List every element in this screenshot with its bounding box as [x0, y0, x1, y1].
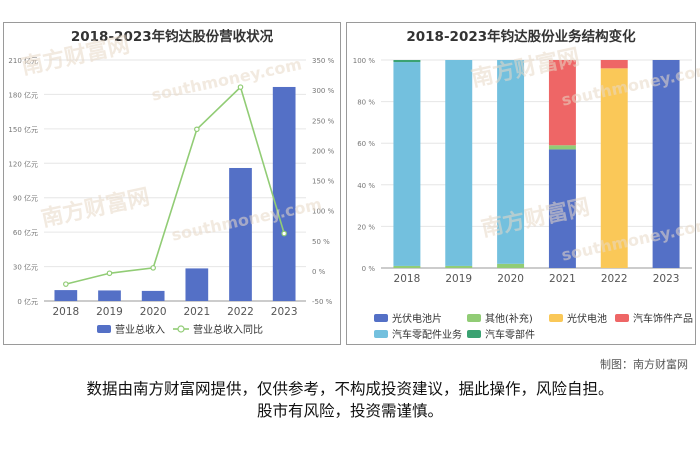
revenue-chart-panel: 2018-2023年钧达股份营收状况 0 亿元 30 亿元 60 亿元 90 亿元 12…: [3, 22, 341, 345]
legend-label: 汽车零配件业务: [392, 328, 462, 341]
bar-revenue: [54, 290, 78, 301]
left-axis-tick-label: 0 亿元: [17, 297, 38, 306]
x-tick-label: 2019: [96, 306, 123, 318]
right-axis-tick-label: 200 %: [312, 147, 335, 155]
bar-segment: [600, 60, 628, 69]
x-tick-label: 2023: [653, 273, 680, 285]
right-axis-tick-label: 100 %: [312, 208, 335, 216]
point-revenue-yoy: [281, 230, 287, 237]
bar-segment: [393, 265, 421, 268]
point-revenue-yoy: [106, 270, 113, 277]
left-axis-tick-label: 150 亿元: [8, 125, 38, 134]
disclaimer-line-1: 数据由南方财富网提供，仅供参考，不构成投资建议，据此操作，风险自担。: [86, 380, 614, 398]
legend-label: 汽车零部件: [485, 328, 535, 341]
line-revenue-yoy: [65, 85, 285, 285]
x-tick-label: 2018: [394, 273, 421, 285]
bar-segment: [548, 145, 576, 150]
point-revenue-yoy: [237, 84, 244, 90]
x-tick-label: 2023: [271, 306, 298, 318]
x-tick-label: 2022: [227, 306, 254, 318]
x-tick-label: 2020: [140, 306, 167, 318]
left-axis-tick-label: 180 亿元: [8, 90, 38, 99]
y-tick-label: 0 %: [362, 265, 376, 273]
structure-chart: 0 % 20 % 40 % 60 % 80 % 100 % 2018 2019 2020 2021…: [353, 57, 693, 341]
revenue-chart: 0 亿元 30 亿元 60 亿元 90 亿元 120 亿元 150 亿元 180 亿元 210…: [8, 56, 335, 336]
bar-segment: [497, 60, 525, 264]
left-axis-tick-label: 210 亿元: [8, 56, 38, 65]
legend-marker-yoy: [177, 325, 185, 333]
legend-label: 光伏电池: [567, 312, 607, 325]
bar-revenue: [272, 86, 296, 301]
x-tick-label: 2020: [497, 273, 524, 285]
y-tick-label: 60 %: [357, 140, 375, 148]
y-tick-label: 80 %: [357, 99, 375, 107]
legend-swatch: [374, 330, 388, 338]
bar-segment: [600, 68, 628, 268]
bar-revenue: [229, 167, 252, 301]
legend-label-revenue: 营业总收入: [115, 323, 165, 336]
legend-label: 光伏电池片: [392, 312, 442, 325]
left-axis-tick-label: 60 亿元: [13, 228, 38, 237]
point-revenue-yoy: [63, 281, 69, 287]
structure-chart-panel: 2018-2023年钧达股份业务结构变化 0 % 20 % 40 % 60 % 80 %…: [346, 22, 696, 345]
right-axis-tick-label: 50 %: [312, 238, 330, 246]
point-revenue-yoy: [194, 126, 200, 133]
disclaimer-line-2: 股市有风险，投资需谨慎。: [256, 402, 443, 420]
bar-segment: [393, 62, 421, 266]
bar-segment: [548, 149, 576, 268]
left-axis-tick-label: 90 亿元: [13, 194, 38, 203]
legend-swatch: [615, 314, 629, 322]
x-tick-label: 2019: [445, 273, 472, 285]
right-axis-tick-label: 350 %: [312, 57, 335, 65]
legend-swatch: [549, 314, 563, 322]
right-axis-tick-label: 250 %: [312, 117, 335, 125]
legend-swatch: [467, 314, 481, 322]
bar-revenue: [98, 290, 121, 301]
chart-credit: 制图：南方财富网: [600, 358, 688, 371]
y-tick-label: 40 %: [357, 182, 375, 190]
structure-chart-title: 2018-2023年钧达股份业务结构变化: [406, 29, 636, 45]
bar-segment: [445, 265, 473, 268]
right-axis-tick-label: 0 %: [312, 268, 326, 276]
bar-revenue: [185, 268, 209, 301]
legend-label: 汽车饰件产品: [633, 312, 693, 325]
bar-revenue: [141, 290, 165, 301]
bar-segment: [548, 60, 576, 146]
left-axis-tick-label: 120 亿元: [8, 159, 38, 168]
point-revenue-yoy: [150, 265, 156, 271]
revenue-chart-title: 2018-2023年钧达股份营收状况: [70, 29, 274, 45]
legend-label-yoy: 营业总收入同比: [193, 323, 263, 336]
x-tick-label: 2021: [183, 306, 210, 318]
legend-label: 其他(补充): [485, 312, 533, 325]
x-tick-label: 2022: [601, 273, 628, 285]
left-axis-tick-label: 30 亿元: [13, 263, 38, 272]
legend-swatch: [374, 314, 388, 322]
x-tick-label: 2018: [52, 306, 79, 318]
disclaimer: 数据由南方财富网提供，仅供参考，不构成投资建议，据此操作，风险自担。 股市有风险…: [0, 378, 700, 422]
legend-swatch: [467, 330, 481, 338]
bar-segment: [445, 60, 473, 266]
right-axis-tick-label: 150 %: [312, 178, 335, 186]
x-tick-label: 2021: [549, 273, 576, 285]
bar-segment: [393, 60, 421, 63]
legend-swatch-revenue: [97, 325, 111, 333]
bar-segment: [652, 60, 680, 268]
bar-segment: [497, 263, 525, 268]
y-tick-label: 20 %: [357, 223, 375, 231]
right-axis-tick-label: 300 %: [312, 87, 335, 95]
y-tick-label: 100 %: [353, 57, 376, 65]
right-axis-tick-label: -50 %: [312, 298, 333, 306]
